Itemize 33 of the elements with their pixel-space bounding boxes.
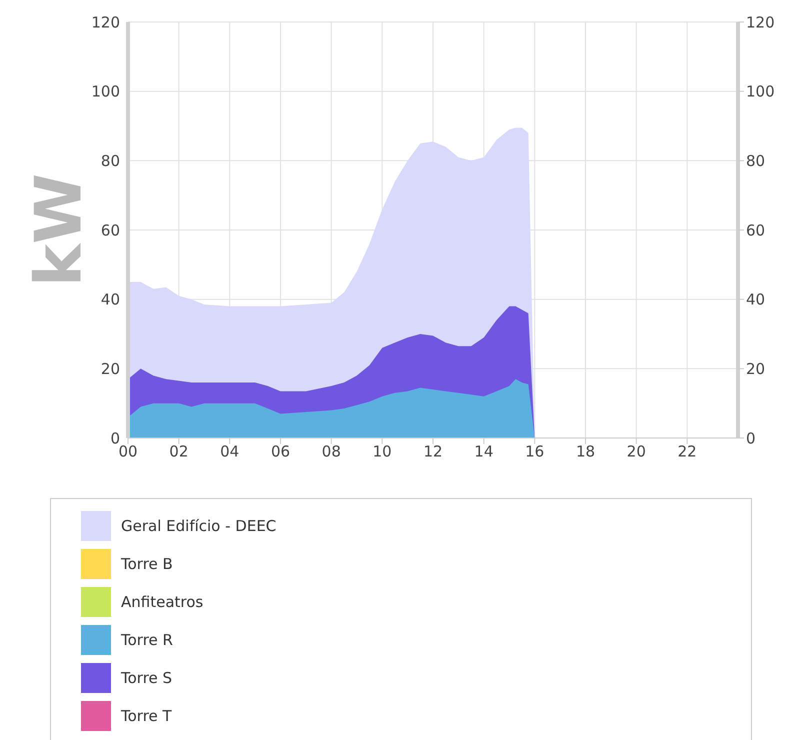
y2-tick-label: 40	[746, 290, 766, 309]
x-tick-label: 06	[270, 442, 290, 461]
y-tick-label: 120	[91, 13, 120, 32]
legend-label: Geral Edifício - DEEC	[121, 517, 276, 535]
y-tick-label: 80	[100, 152, 120, 170]
legend-label: Torre B	[121, 555, 173, 573]
y2-tick-label: 20	[746, 360, 766, 378]
x-tick-label: 22	[678, 442, 697, 461]
legend-label: Torre S	[121, 669, 172, 687]
y-tick-label: 40	[100, 290, 120, 309]
y-tick-label: 60	[100, 221, 120, 240]
legend-label: Torre T	[121, 707, 172, 725]
legend-label: Anfiteatros	[121, 593, 204, 611]
x-tick-label: 02	[169, 442, 188, 461]
y2-tick-label: 100	[746, 82, 775, 101]
x-tick-label: 04	[220, 442, 240, 461]
legend-label: Torre R	[121, 631, 173, 649]
y2-tick-label: 120	[746, 13, 775, 32]
y-tick-label: 100	[91, 82, 120, 101]
x-tick-label: 12	[423, 442, 443, 461]
y2-tick-label: 0	[746, 429, 756, 448]
x-tick-label: 10	[372, 442, 392, 461]
x-tick-label: 16	[525, 442, 544, 461]
x-tick-label: 14	[474, 442, 494, 461]
x-tick-label: 20	[626, 442, 646, 461]
x-tick-label: 00	[118, 442, 138, 461]
y2-tick-label: 60	[746, 221, 766, 240]
y-tick-label: 20	[100, 360, 120, 378]
y-axis-title: kW	[22, 173, 97, 287]
y-tick-label: 0	[110, 429, 120, 448]
y2-tick-label: 80	[746, 152, 766, 170]
x-tick-label: 08	[322, 442, 341, 461]
x-tick-label: 18	[576, 442, 596, 461]
